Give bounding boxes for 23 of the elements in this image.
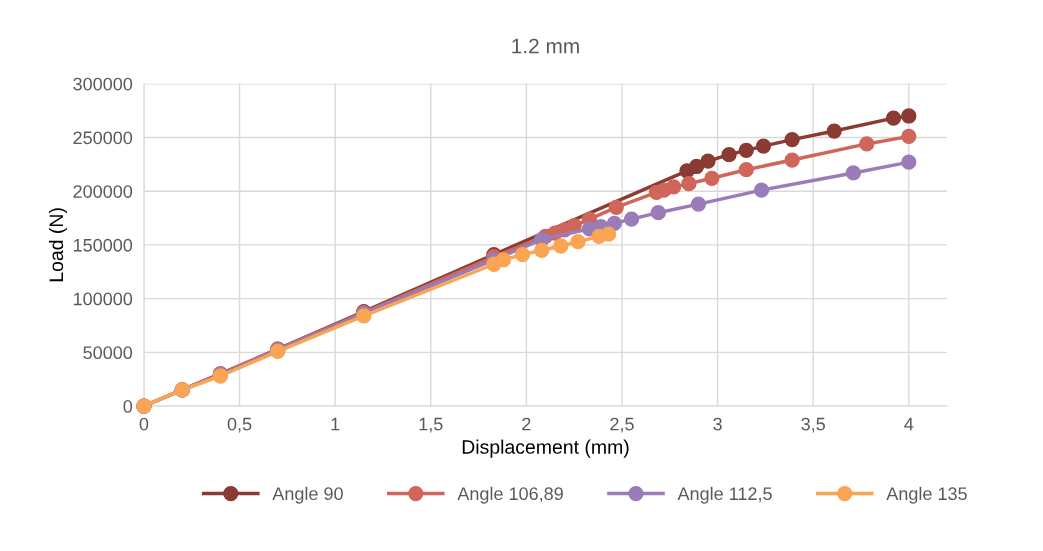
chart-title: 1.2 mm: [512, 38, 579, 54]
x-tick-label: 0: [139, 417, 149, 431]
legend-label: Angle 90: [272, 486, 343, 504]
x-axis-title: Displacement (mm): [462, 439, 629, 458]
legend-label: Angle 106,89: [457, 486, 563, 504]
y-tick-label: 200000: [73, 185, 133, 198]
x-tick-label: 1: [331, 417, 340, 431]
y-tick-label: 0: [123, 400, 133, 413]
x-tick-label: 4: [904, 417, 914, 431]
x-tick-label: 3,5: [801, 417, 825, 433]
x-tick-label: 3: [713, 417, 722, 431]
y-tick-label: 100000: [73, 292, 133, 306]
x-tick-label: 2,5: [610, 417, 634, 433]
y-tick-label: 250000: [73, 131, 133, 145]
x-tick-label: 1,5: [419, 417, 443, 433]
y-tick-label: 150000: [73, 238, 133, 252]
legend-label: Angle 135: [886, 486, 967, 504]
legend-label: Angle 112,5: [677, 486, 772, 504]
y-tick-label: 50000: [83, 346, 133, 360]
y-axis-title: Load (N): [48, 208, 68, 282]
y-tick-label: 300000: [73, 77, 133, 91]
x-tick-label: 0,5: [227, 417, 252, 433]
x-tick-label: 2: [522, 417, 531, 431]
